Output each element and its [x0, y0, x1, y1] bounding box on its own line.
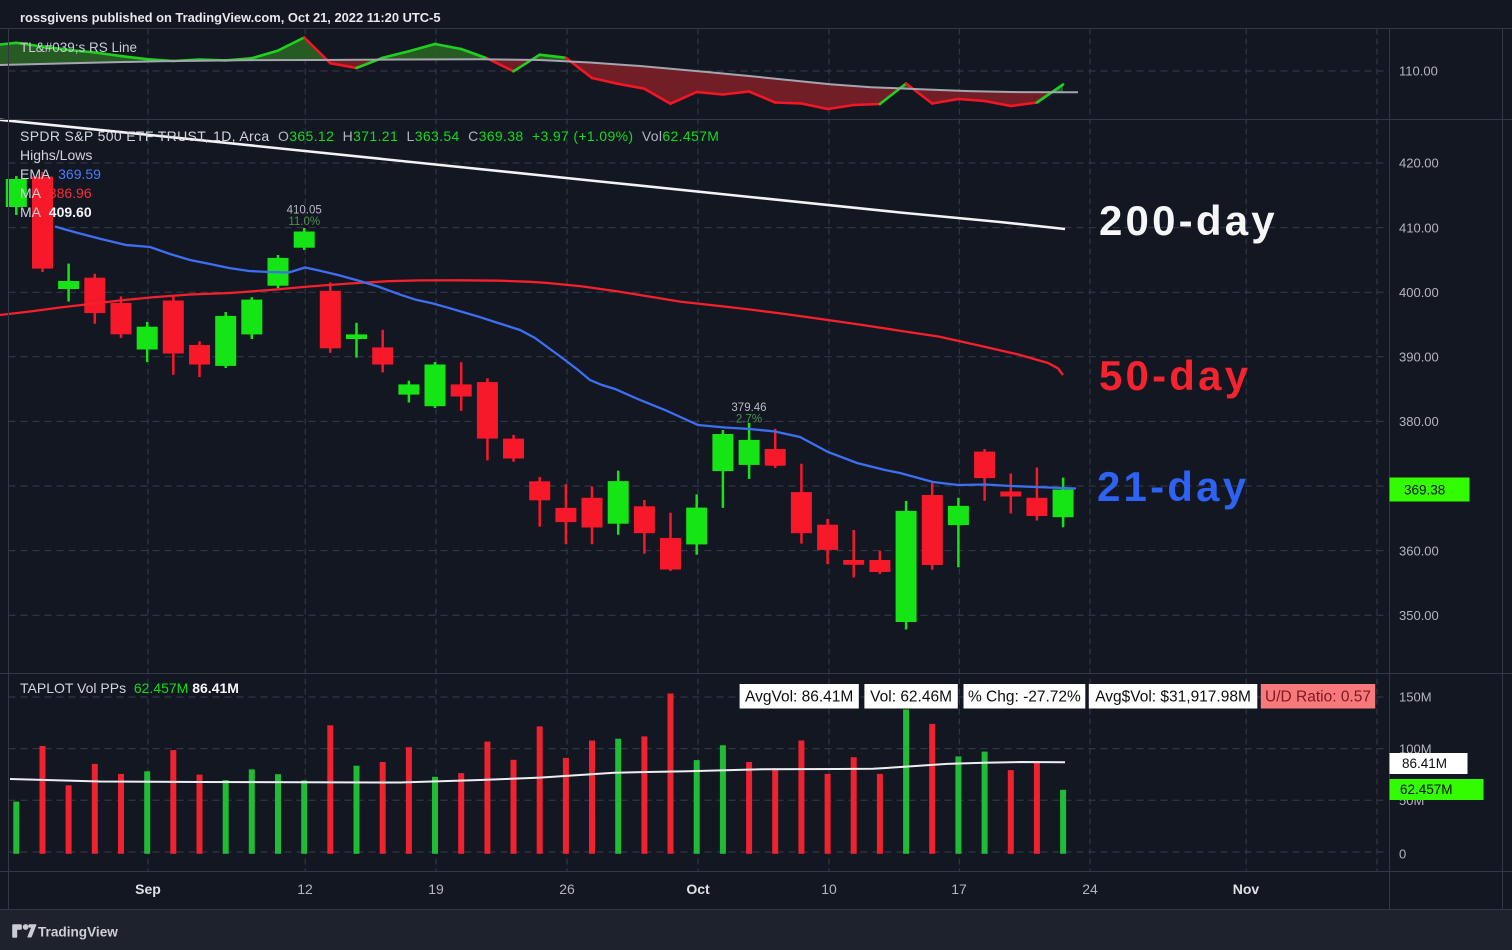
- svg-text:TL&#039;s RS Line: TL&#039;s RS Line: [20, 40, 137, 55]
- svg-text:400.00: 400.00: [1399, 285, 1439, 300]
- svg-text:12: 12: [297, 881, 313, 897]
- svg-text:420.00: 420.00: [1399, 156, 1439, 171]
- svg-text:TradingView: TradingView: [38, 924, 118, 939]
- svg-text:360.00: 360.00: [1399, 543, 1439, 558]
- svg-text:24: 24: [1082, 881, 1098, 897]
- svg-text:MA 409.60: MA 409.60: [20, 204, 92, 220]
- svg-text:17: 17: [951, 881, 967, 897]
- svg-text:rossgivens published on Tradin: rossgivens published on TradingView.com,…: [20, 10, 441, 25]
- svg-text:Vol: 62.46M: Vol: 62.46M: [870, 689, 952, 706]
- svg-text:21-day: 21-day: [1097, 463, 1249, 510]
- svg-text:2.7%: 2.7%: [736, 414, 762, 426]
- svg-text:Highs/Lows: Highs/Lows: [20, 147, 92, 163]
- svg-text:50-day: 50-day: [1099, 352, 1251, 399]
- svg-text:86.41M: 86.41M: [1402, 756, 1447, 771]
- svg-text:EMA 369.59: EMA 369.59: [20, 166, 101, 182]
- svg-text:10: 10: [821, 881, 837, 897]
- svg-text:U/D Ratio: 0.57: U/D Ratio: 0.57: [1265, 689, 1371, 706]
- svg-text:379.46: 379.46: [731, 402, 766, 414]
- svg-text:AvgVol: 86.41M: AvgVol: 86.41M: [745, 689, 853, 706]
- svg-text:Sep: Sep: [135, 881, 161, 897]
- svg-text:350.00: 350.00: [1399, 608, 1439, 623]
- svg-text:110.00: 110.00: [1399, 64, 1438, 79]
- svg-text:62.457M: 62.457M: [1400, 782, 1453, 797]
- svg-text:SPDR S&P 500 ETF TRUST, 1D, Ar: SPDR S&P 500 ETF TRUST, 1D, Arca O365.12…: [20, 128, 719, 144]
- svg-text:TAPLOT Vol PPs 62.457M 86.41M: TAPLOT Vol PPs 62.457M 86.41M: [20, 680, 239, 696]
- svg-text:100M: 100M: [1399, 741, 1432, 756]
- svg-text:Oct: Oct: [686, 881, 710, 897]
- svg-text:11.0%: 11.0%: [288, 216, 320, 228]
- svg-text:19: 19: [428, 881, 444, 897]
- svg-text:Nov: Nov: [1233, 881, 1260, 897]
- svg-text:Avg$Vol: $31,917.98M: Avg$Vol: $31,917.98M: [1095, 689, 1251, 706]
- svg-text:390.00: 390.00: [1399, 350, 1439, 365]
- svg-text:200-day: 200-day: [1099, 197, 1278, 244]
- svg-text:26: 26: [559, 881, 575, 897]
- svg-text:% Chg: -27.72%: % Chg: -27.72%: [968, 689, 1081, 706]
- svg-text:MA 386.96: MA 386.96: [20, 185, 92, 201]
- svg-text:410.00: 410.00: [1399, 220, 1439, 235]
- svg-text:150M: 150M: [1399, 690, 1432, 705]
- svg-text:369.38: 369.38: [1404, 483, 1445, 498]
- svg-text:410.05: 410.05: [287, 205, 322, 217]
- svg-text:0: 0: [1399, 847, 1406, 862]
- svg-text:380.00: 380.00: [1399, 414, 1439, 429]
